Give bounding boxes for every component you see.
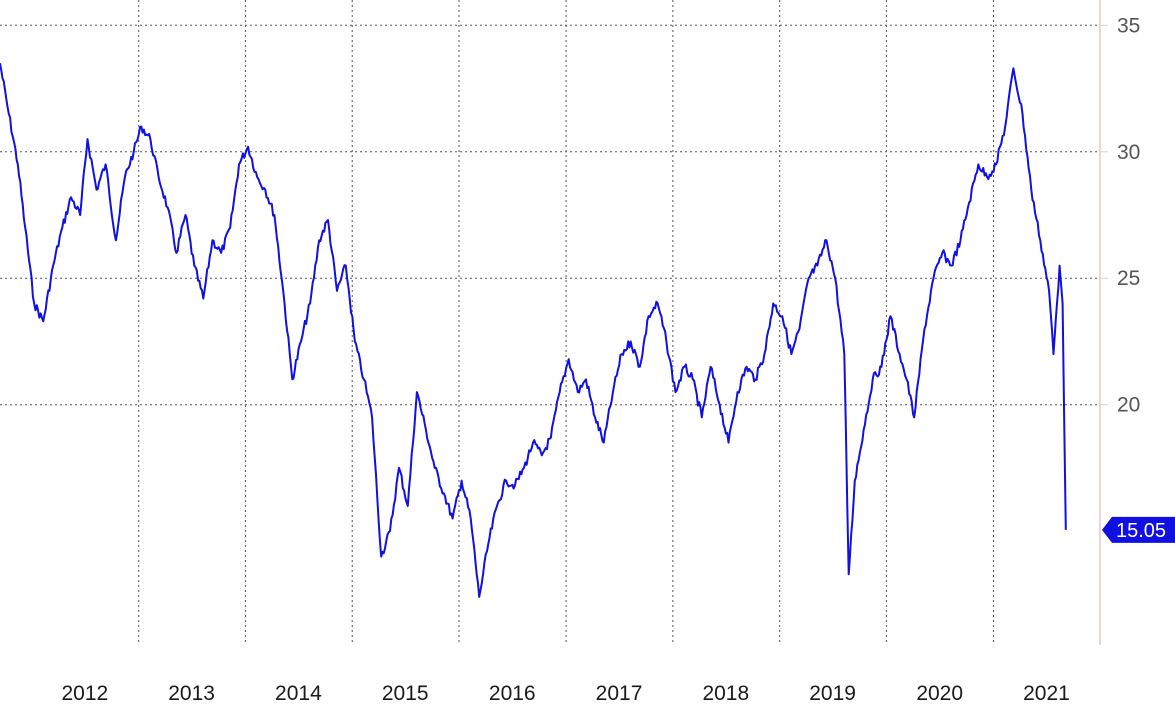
x-tick-label-2018: 2018 (702, 682, 749, 705)
x-tick-label-2014: 2014 (275, 682, 322, 705)
y-tick-label-30: 30 (1117, 141, 1140, 164)
last-value-badge (1102, 516, 1175, 543)
last-value-marker: 15.05 (1102, 516, 1175, 543)
last-value-label: 15.05 (1116, 520, 1166, 542)
x-axis-tick-labels: 2012 2013 2014 2015 2016 2017 2018 2019 2020 2021 (61, 682, 1069, 705)
y-tick-label-25: 25 (1117, 267, 1140, 290)
x-tick-label-2016: 2016 (489, 682, 536, 705)
x-tick-label-2019: 2019 (809, 682, 856, 705)
series-line (0, 63, 1067, 598)
y-axis-tick-labels: 20 25 30 35 (1117, 14, 1140, 416)
x-tick-label-2017: 2017 (596, 682, 643, 705)
x-tick-label-2013: 2013 (168, 682, 215, 705)
x-tick-label-2021: 2021 (1023, 682, 1070, 705)
y-tick-label-20: 20 (1117, 394, 1140, 417)
y-tick-label-35: 35 (1117, 14, 1140, 37)
x-tick-label-2012: 2012 (61, 682, 108, 705)
x-tick-label-2020: 2020 (916, 682, 963, 705)
grid-lines (0, 0, 1100, 645)
y-axis-tick-marks (1100, 24, 1108, 406)
x-tick-label-2015: 2015 (382, 682, 429, 705)
